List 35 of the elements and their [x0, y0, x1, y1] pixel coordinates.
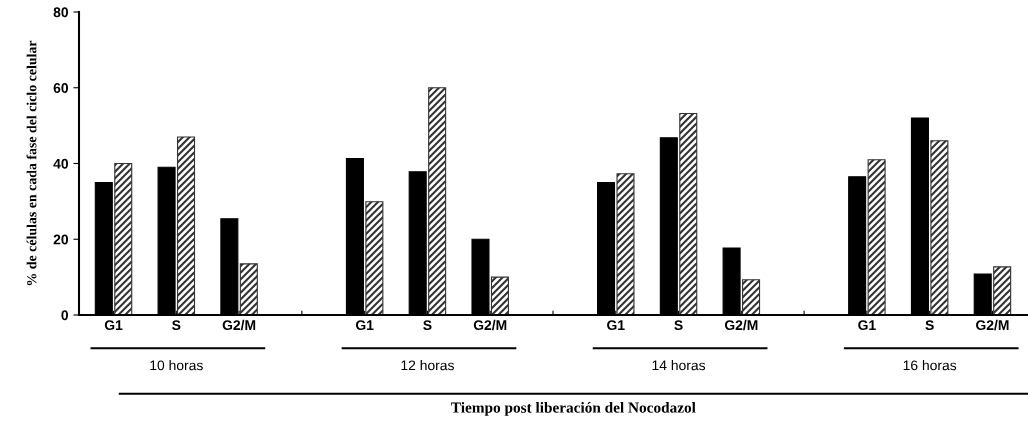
text: 16 horas	[903, 360, 957, 371]
x-tick-label: S	[925, 320, 934, 331]
x-tick-label: S	[674, 320, 683, 331]
bar	[616, 173, 635, 315]
text: 12 horas	[401, 360, 454, 371]
bar	[177, 136, 196, 315]
bar	[679, 112, 698, 315]
bar	[365, 201, 384, 315]
y-tick-label: 60	[53, 83, 69, 93]
bar	[867, 159, 886, 315]
bar	[428, 87, 447, 315]
x-tick-label: G2/M	[976, 319, 1009, 331]
x-tick-label: G1	[858, 320, 876, 331]
bar	[239, 263, 258, 315]
y-axis-title: % de células en cada fase del ciclo celular	[26, 40, 37, 286]
x-tick-label: G1	[607, 320, 625, 331]
x-tick-label: G1	[104, 320, 123, 331]
y-tick-label: 0	[61, 310, 69, 321]
bar	[993, 266, 1012, 315]
y-tick-label: 20	[53, 234, 69, 245]
bar	[490, 276, 509, 315]
x-tick-label: G1	[355, 320, 374, 331]
text: 10 horas	[150, 360, 203, 371]
x-tick-label: G2/M	[473, 319, 507, 331]
text: 14 horas	[652, 360, 706, 371]
bar	[930, 140, 949, 315]
x-axis-title: Tiempo post liberación del Nocodazol	[451, 402, 696, 416]
y-tick-label: 40	[53, 158, 69, 169]
x-tick-label: G2/M	[222, 319, 256, 331]
x-tick-label: G2/M	[724, 319, 758, 331]
bar	[742, 279, 761, 315]
bar	[114, 162, 133, 315]
x-tick-label: S	[172, 320, 181, 331]
x-tick-label: S	[423, 320, 432, 331]
y-tick-label: 80	[53, 7, 69, 18]
